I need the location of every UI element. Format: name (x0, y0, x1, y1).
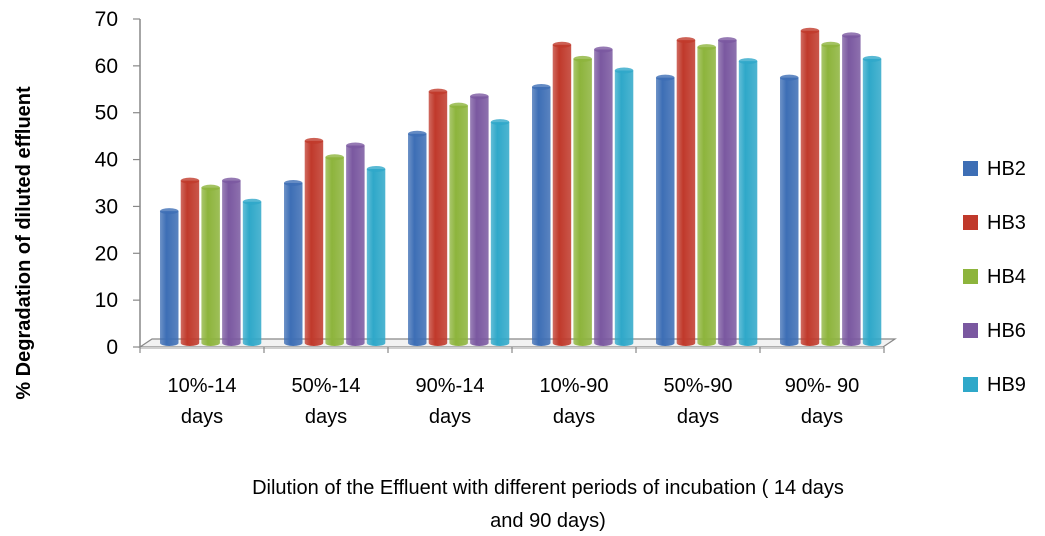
bar-hb2-2 (408, 130, 427, 346)
y-tick-label: 0 (106, 336, 118, 359)
bar-hb4-2 (449, 102, 468, 346)
bar-hb9-2 (490, 119, 510, 346)
bar-hb2-0 (160, 208, 179, 346)
legend-label-hb3: HB3 (987, 212, 1026, 234)
y-tick-label: 40 (95, 149, 118, 172)
bar-hb3-0 (180, 177, 200, 346)
legend-swatch-hb9 (963, 377, 978, 392)
x-category-label: 10%-90 (540, 375, 609, 397)
bar-hb2-3 (532, 83, 551, 346)
bar-hb9-4 (738, 58, 758, 347)
bar-hb4-5 (821, 41, 840, 347)
bar-hb9-5 (862, 55, 882, 346)
bar-hb9-0 (242, 198, 262, 346)
x-category-label: days (801, 406, 843, 428)
legend-swatch-hb3 (963, 215, 978, 230)
bar-hb6-1 (346, 142, 365, 346)
legend-label-hb4: HB4 (987, 266, 1026, 288)
x-category-label: days (553, 406, 595, 428)
x-category-label: 90%- 90 (785, 375, 860, 397)
bar-hb4-1 (325, 154, 344, 346)
bar-hb3-2 (428, 88, 448, 346)
bar-hb2-5 (780, 74, 799, 347)
x-category-label: 50%-14 (292, 375, 361, 397)
bar-hb3-5 (800, 27, 820, 346)
legend-swatch-hb4 (963, 269, 978, 284)
legend-label-hb6: HB6 (987, 320, 1026, 342)
bar-hb3-3 (552, 41, 572, 347)
y-axis-label: % Degradation of diluted effluent (13, 86, 35, 400)
x-category-label: days (305, 406, 347, 428)
x-category-label: days (677, 406, 719, 428)
legend-swatch-hb6 (963, 323, 978, 338)
bar-hb2-4 (656, 74, 675, 347)
bar-hb3-1 (304, 137, 324, 346)
bar-hb4-0 (201, 184, 220, 346)
legend-label-hb2: HB2 (987, 158, 1026, 180)
y-tick-label: 50 (95, 102, 118, 125)
y-tick-label: 20 (95, 242, 118, 265)
chart-legend: HB2 HB3 HB4 HB6 HB9 (963, 158, 1026, 396)
y-tick-label: 30 (95, 195, 118, 218)
bar-hb4-3 (573, 55, 592, 346)
legend-label-hb9: HB9 (987, 374, 1026, 396)
bar-hb6-5 (842, 32, 861, 347)
bar-hb6-3 (594, 46, 613, 346)
bar-hb6-4 (718, 37, 737, 346)
bar-hb9-3 (614, 67, 634, 347)
x-axis-label-line-1: Dilution of the Effluent with different … (252, 477, 844, 499)
bar-hb9-1 (366, 165, 386, 346)
bar-hb6-2 (470, 93, 489, 346)
y-tick-label: 60 (95, 55, 118, 78)
bar-hb2-1 (284, 180, 303, 346)
chart-bars (160, 27, 882, 347)
chart-labels: 10%-14 days 50%-14 days 90%-14 days 10%-90 days… (168, 375, 860, 428)
bar-hb6-0 (222, 177, 241, 346)
y-tick-label: 70 (95, 8, 118, 31)
x-category-label: days (181, 406, 223, 428)
bar-hb3-4 (676, 37, 696, 346)
x-category-label: days (429, 406, 471, 428)
legend-swatch-hb2 (963, 161, 978, 176)
bar-hb4-4 (697, 44, 716, 346)
y-tick-label: 10 (95, 289, 118, 312)
x-axis-label-line-2: and 90 days) (490, 510, 606, 532)
x-category-label: 10%-14 (168, 375, 237, 397)
x-category-label: 90%-14 (416, 375, 485, 397)
x-category-label: 50%-90 (664, 375, 733, 397)
